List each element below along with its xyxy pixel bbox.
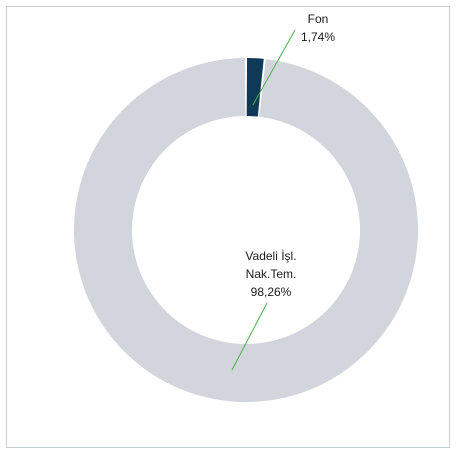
label-vadeli-name-line1: Vadeli İşl. — [245, 249, 296, 263]
label-vadeli-value: 98,26% — [251, 285, 292, 299]
leader-vadeli — [231, 302, 268, 371]
donut-slices — [74, 58, 419, 402]
label-vadeli-name-line2: Nak.Tem. — [246, 267, 297, 281]
label-fon-name: Fon — [308, 12, 329, 26]
label-fon-value: 1,74% — [301, 30, 335, 44]
slice-fon — [246, 58, 264, 117]
leader-lines — [231, 29, 296, 371]
chart-frame — [6, 6, 450, 448]
leader-fon — [252, 29, 296, 106]
label-vadeli: Vadeli İşl. Nak.Tem. 98,26% — [245, 249, 296, 299]
label-fon: Fon 1,74% — [301, 12, 335, 44]
slice-vadeli — [74, 58, 419, 402]
